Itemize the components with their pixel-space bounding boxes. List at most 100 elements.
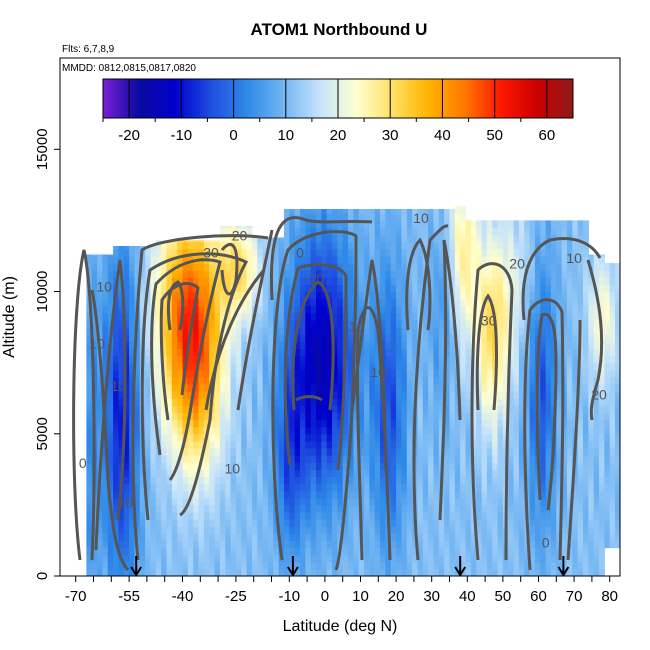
heat-cell xyxy=(326,504,333,513)
heat-cell xyxy=(262,497,269,506)
heat-cell xyxy=(486,455,493,463)
heat-cell xyxy=(241,483,248,492)
heat-cell xyxy=(305,270,312,278)
heat-cell xyxy=(513,504,520,513)
heat-cell xyxy=(406,412,413,421)
heat-cell xyxy=(225,440,232,449)
heat-cell xyxy=(150,497,157,506)
heat-cell xyxy=(86,476,93,485)
heat-cell xyxy=(86,376,93,385)
heat-cell xyxy=(550,277,557,285)
heat-cell xyxy=(545,305,552,314)
heat-cell xyxy=(97,398,103,406)
heat-cell xyxy=(380,533,387,542)
heat-cell xyxy=(177,476,184,485)
heat-cell xyxy=(369,554,376,563)
heat-cell xyxy=(524,298,531,307)
heat-cell xyxy=(203,284,210,293)
heat-cell xyxy=(369,277,376,285)
heat-cell xyxy=(155,341,162,349)
heat-cell xyxy=(593,362,600,371)
heat-cell xyxy=(454,206,461,214)
heat-cell xyxy=(454,405,461,414)
heat-cell xyxy=(289,547,296,556)
heat-cell xyxy=(364,391,370,399)
heat-cell xyxy=(470,220,477,229)
heat-cell xyxy=(305,312,312,321)
heat-cell xyxy=(219,469,226,478)
heat-cell xyxy=(486,341,493,349)
heat-cell xyxy=(129,369,136,378)
heat-cell xyxy=(171,277,178,285)
heat-cell xyxy=(550,490,557,499)
heat-cell xyxy=(380,241,387,250)
heat-cell xyxy=(289,419,296,428)
heat-cell xyxy=(444,348,451,357)
heat-cell xyxy=(337,327,344,335)
heat-cell xyxy=(438,405,445,414)
heat-cell xyxy=(332,305,338,314)
heat-cell xyxy=(444,398,451,406)
heat-cell xyxy=(97,284,103,293)
heat-cell xyxy=(497,376,504,385)
heat-cell xyxy=(278,405,285,414)
heat-cell xyxy=(214,277,221,285)
heat-cell xyxy=(529,511,536,520)
heat-cell xyxy=(257,312,264,321)
heat-cell xyxy=(588,519,595,527)
heat-cell xyxy=(150,245,157,250)
heat-cell xyxy=(412,327,419,335)
heat-cell xyxy=(321,511,328,520)
heat-cell xyxy=(358,362,365,371)
heat-cell xyxy=(481,419,488,428)
heat-cell xyxy=(241,234,248,243)
heat-cell xyxy=(235,369,242,378)
heat-cell xyxy=(417,213,424,221)
heat-cell xyxy=(428,412,435,421)
heat-cell xyxy=(492,568,499,576)
heat-cell xyxy=(283,497,290,506)
heat-cell xyxy=(332,433,338,442)
heat-cell xyxy=(155,298,162,307)
heat-cell xyxy=(615,440,620,449)
heat-cell xyxy=(230,327,237,335)
heat-cell xyxy=(380,209,387,214)
heat-cell xyxy=(155,369,162,378)
contour-line xyxy=(438,239,462,521)
heat-cell xyxy=(369,519,376,527)
contour-line xyxy=(405,237,432,331)
heat-cell xyxy=(251,341,258,349)
heat-cell xyxy=(508,369,515,378)
heat-cell xyxy=(257,511,264,520)
heat-cell xyxy=(433,298,440,307)
heat-cell xyxy=(599,533,605,542)
heat-cell xyxy=(278,369,285,378)
heat-cell xyxy=(454,483,461,492)
heat-cell xyxy=(604,526,611,534)
heat-cell xyxy=(129,362,136,371)
heat-cell xyxy=(577,426,584,435)
heat-cell xyxy=(353,426,360,435)
heat-cell xyxy=(145,405,152,414)
heat-cell xyxy=(134,412,141,421)
heat-cell xyxy=(97,433,103,442)
heat-cell xyxy=(486,490,493,499)
heat-cell xyxy=(123,469,130,478)
heat-cell xyxy=(332,483,338,492)
heat-cell xyxy=(385,405,392,414)
heat-cell xyxy=(577,270,584,278)
heat-cell xyxy=(428,490,435,499)
heat-cell xyxy=(444,391,451,399)
heat-cell xyxy=(273,355,280,364)
heat-cell xyxy=(193,504,200,513)
heat-cell xyxy=(369,412,376,421)
heat-cell xyxy=(572,248,579,257)
heat-cell xyxy=(417,348,424,357)
heat-cell xyxy=(123,376,130,385)
heat-cell xyxy=(609,405,616,414)
heat-cell xyxy=(545,547,552,556)
heat-cell xyxy=(187,476,194,485)
heat-cell xyxy=(476,412,483,421)
heat-cell xyxy=(364,305,370,314)
